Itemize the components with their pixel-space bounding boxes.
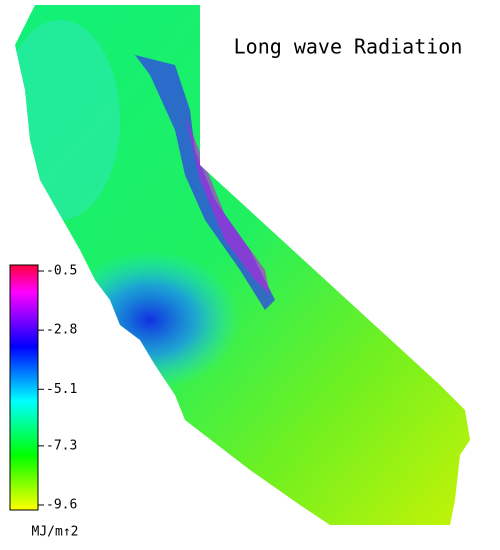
colorbar-tick-label: -5.1 [46, 382, 77, 397]
colorbar-unit: MJ/m↑2 [32, 525, 79, 540]
colorbar-tick-label: -9.6 [46, 498, 77, 513]
colorbar-tick-label: -0.5 [46, 264, 77, 279]
colorbar-tick-label: -7.3 [46, 438, 77, 453]
map-title: Long wave Radiation [234, 35, 463, 59]
colorbar-tick-label: -2.8 [46, 323, 77, 338]
colorbar [9, 264, 39, 511]
